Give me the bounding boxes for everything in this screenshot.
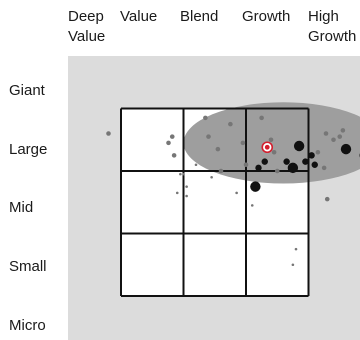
holding-point xyxy=(182,172,185,176)
holding-point xyxy=(321,165,327,171)
holding-point xyxy=(315,149,321,155)
holding-point xyxy=(194,163,198,167)
holding-point xyxy=(324,196,330,202)
row-label-small: Small xyxy=(9,258,47,275)
holding-point xyxy=(240,140,246,146)
row-label-giant: Giant xyxy=(9,82,45,99)
holding-point xyxy=(283,158,290,165)
holding-point xyxy=(293,140,305,152)
holding-point xyxy=(340,128,346,133)
holding-point xyxy=(340,143,352,155)
holding-point xyxy=(311,161,318,168)
holding-point xyxy=(302,158,309,165)
col-label-blend: Blend xyxy=(180,8,219,25)
row-label-mid: Mid xyxy=(9,199,34,216)
holding-point xyxy=(166,140,171,146)
holding-point xyxy=(250,181,261,192)
centroid-dot xyxy=(264,144,270,150)
holding-point xyxy=(271,149,277,155)
col-label-growth: Growth xyxy=(242,8,291,25)
row-label-micro: Micro xyxy=(9,317,46,334)
holding-point xyxy=(185,185,188,188)
holding-point xyxy=(294,247,298,251)
holding-point xyxy=(255,164,262,172)
holding-point xyxy=(261,158,268,165)
holding-point xyxy=(323,131,329,136)
holding-point xyxy=(235,191,238,195)
holding-point xyxy=(308,152,315,159)
holding-point xyxy=(287,162,299,174)
holding-point xyxy=(218,168,224,174)
col-label-value: Value xyxy=(120,8,158,25)
holding-point xyxy=(243,162,249,168)
holding-point xyxy=(169,134,175,139)
col-label-deep-value: Deep Value xyxy=(68,8,106,45)
holding-point xyxy=(171,153,177,158)
holding-point xyxy=(206,134,211,139)
holding-point xyxy=(228,121,233,127)
holding-point xyxy=(291,263,295,267)
holding-point xyxy=(274,168,280,174)
holding-point xyxy=(203,115,208,121)
holding-point xyxy=(185,194,188,198)
row-label-large: Large xyxy=(9,141,48,158)
holding-point xyxy=(268,137,274,143)
holding-point xyxy=(215,146,221,152)
holding-point xyxy=(337,134,343,139)
holding-point xyxy=(210,175,213,179)
holding-point xyxy=(331,137,336,143)
holding-point xyxy=(259,115,264,121)
col-label-high-growth: High Growth xyxy=(308,8,357,45)
holding-point xyxy=(175,191,179,195)
holding-point xyxy=(250,204,254,207)
holding-point xyxy=(179,172,182,176)
holding-point xyxy=(106,131,111,136)
